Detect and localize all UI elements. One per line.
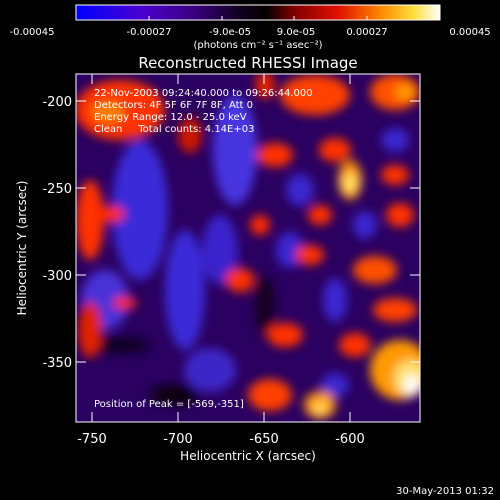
- heatmap: [76, 74, 420, 422]
- colorbar-tick-label: 9.0e-05: [277, 27, 315, 38]
- colorbar-tick-label: -0.00027: [127, 27, 172, 38]
- chart-title: Reconstructed RHESSI Image: [138, 54, 357, 72]
- x-tick-label: -600: [335, 432, 365, 447]
- peak-position-label: Position of Peak = [-569,-351]: [94, 399, 244, 410]
- x-tick-label: -650: [249, 432, 279, 447]
- y-axis-label: Heliocentric Y (arcsec): [15, 181, 29, 316]
- y-tick-label: -350: [42, 356, 72, 371]
- info-time-range: 22-Nov-2003 09:24:40.000 to 09:26:44.000: [94, 88, 313, 99]
- x-tick-label: -750: [77, 432, 107, 447]
- footer-date: 30-May-2013 01:32: [396, 486, 494, 497]
- heatmap-blobs: [76, 74, 420, 419]
- y-axis-ticks: [76, 100, 420, 363]
- y-tick-label: -300: [42, 269, 72, 284]
- colorbar-ticks: [75, 16, 441, 20]
- info-energy-range: Energy Range: 12.0 - 25.0 keV: [94, 112, 247, 123]
- colorbar-unit-label: (photons cm⁻² s⁻¹ asec⁻²): [193, 40, 322, 51]
- x-axis-ticks: [91, 74, 351, 422]
- y-tick-label: -250: [42, 182, 72, 197]
- colorbar-tick-label: -0.00045: [10, 27, 55, 38]
- info-total-counts: Clean Total counts: 4.14E+03: [94, 124, 254, 135]
- colorbar-tick-label: 0.00027: [346, 27, 387, 38]
- colorbar: [75, 4, 441, 21]
- x-tick-label: -700: [163, 432, 193, 447]
- info-detectors: Detectors: 4F 5F 6F 7F 8F, Att 0: [94, 100, 253, 111]
- x-axis-label: Heliocentric X (arcsec): [180, 449, 316, 463]
- y-tick-label: -200: [42, 95, 72, 110]
- colorbar-tick-label: 0.00045: [449, 27, 490, 38]
- plot-frame: [75, 73, 421, 423]
- colorbar-tick-label: -9.0e-05: [209, 27, 251, 38]
